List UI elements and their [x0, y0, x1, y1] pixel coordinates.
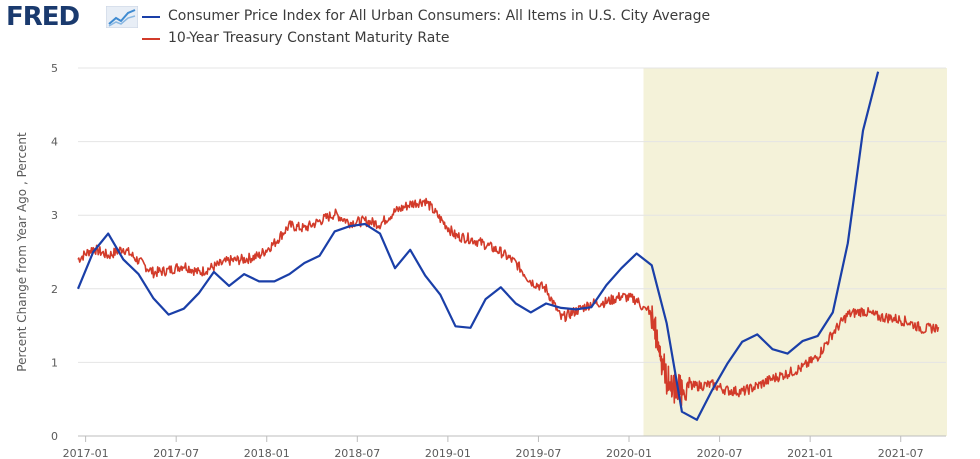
- legend-swatch-treasury: [142, 38, 160, 40]
- legend-label-treasury: 10-Year Treasury Constant Maturity Rate: [168, 30, 450, 46]
- y-tick-label: 1: [51, 356, 58, 369]
- x-axis-ticks: 2017-01 2017-07 2018-01 2018-07 2019-01 2019-…: [63, 436, 924, 459]
- legend-swatch-cpi: [142, 16, 160, 18]
- x-tick-label: 2017-07: [153, 447, 199, 459]
- x-tick-label: 2018-07: [334, 447, 380, 459]
- y-axis-ticks: 0 1 2 3 4 5: [51, 62, 58, 443]
- y-tick-label: 0: [51, 430, 58, 443]
- legend-label-cpi: Consumer Price Index for All Urban Consu…: [168, 8, 711, 24]
- y-axis-label: Percent Change from Year Ago , Percent: [15, 132, 29, 372]
- y-tick-label: 3: [51, 209, 58, 222]
- x-tick-label: 2020-07: [697, 447, 743, 459]
- series-line-cpi[interactable]: [76, 71, 880, 421]
- y-tick-label: 2: [51, 283, 58, 296]
- y-tick-label: 5: [51, 62, 58, 75]
- chart-header: FRED Consumer Price Index for All Urban …: [0, 0, 980, 58]
- x-tick-label: 2018-01: [244, 447, 290, 459]
- series-lines: [76, 71, 940, 421]
- grid-lines: [78, 67, 946, 437]
- y-tick-label: 4: [51, 136, 58, 149]
- series-line-treasury[interactable]: [77, 197, 940, 407]
- x-tick-label: 2021-01: [787, 447, 833, 459]
- fred-logo-text: FRED: [6, 2, 80, 32]
- x-tick-label: 2020-01: [606, 447, 652, 459]
- x-tick-label: 2019-07: [515, 447, 561, 459]
- x-tick-label: 2019-01: [425, 447, 471, 459]
- trend-chart-icon: [106, 6, 138, 28]
- x-tick-label: 2017-01: [63, 447, 109, 459]
- x-tick-label: 2021-07: [878, 447, 924, 459]
